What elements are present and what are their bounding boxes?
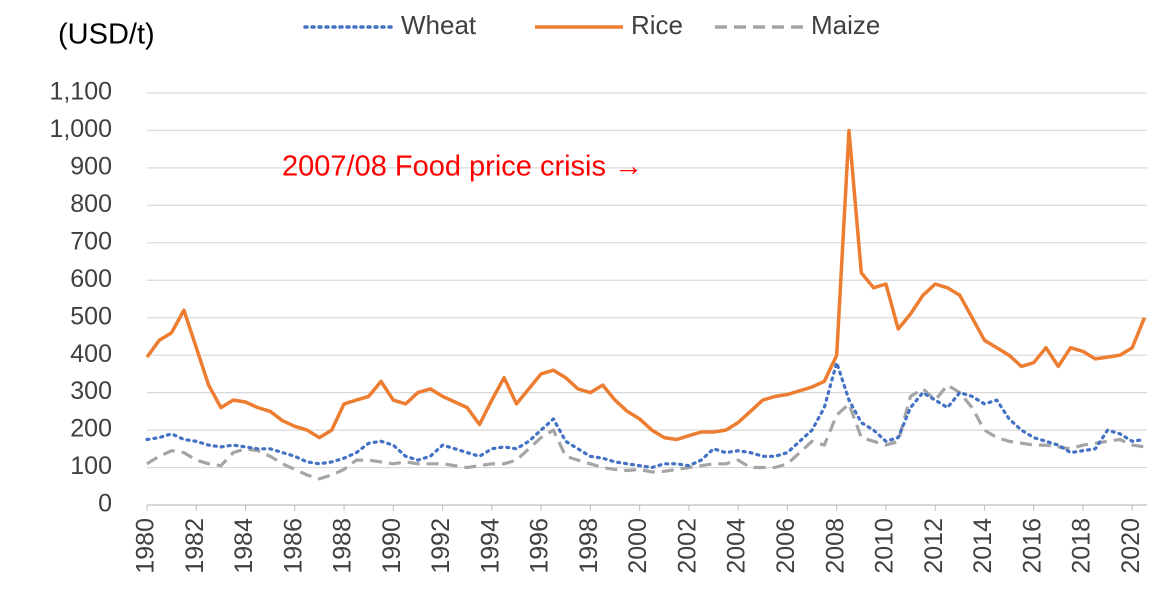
series-line bbox=[146, 383, 1145, 481]
x-tick-label: 2006 bbox=[772, 518, 800, 574]
legend-label: Wheat bbox=[401, 10, 477, 40]
x-tick-label: 2020 bbox=[1117, 518, 1145, 574]
x-tick-label: 2008 bbox=[821, 518, 849, 574]
series-line bbox=[145, 361, 1147, 470]
x-tick-label: 1986 bbox=[279, 518, 307, 574]
legend-label: Rice bbox=[631, 10, 683, 40]
y-tick-label: 400 bbox=[70, 340, 112, 368]
x-tick-label: 2000 bbox=[624, 518, 652, 574]
x-tick-label: 2012 bbox=[920, 518, 948, 574]
x-tick-label: 1990 bbox=[378, 518, 406, 574]
y-tick-label: 200 bbox=[70, 415, 112, 443]
x-tick-label: 1996 bbox=[526, 518, 554, 574]
y-tick-label: 800 bbox=[70, 190, 112, 218]
y-tick-label: 0 bbox=[98, 490, 112, 518]
x-tick-label: 2016 bbox=[1018, 518, 1046, 574]
y-tick-label: 1,100 bbox=[49, 78, 112, 106]
x-tick-label: 2002 bbox=[673, 518, 701, 574]
x-tick-label: 1994 bbox=[476, 518, 504, 574]
x-tick-label: 2004 bbox=[723, 518, 751, 574]
y-tick-label: 500 bbox=[70, 302, 112, 330]
y-tick-label: 600 bbox=[70, 265, 112, 293]
x-tick-label: 2018 bbox=[1068, 518, 1096, 574]
y-tick-label: 900 bbox=[70, 153, 112, 181]
legend-label: Maize bbox=[811, 10, 880, 40]
x-tick-label: 1988 bbox=[329, 518, 357, 574]
y-tick-label: 300 bbox=[70, 377, 112, 405]
annotation: 2007/08 Food price crisis → bbox=[282, 151, 643, 183]
y-tick-label: 100 bbox=[70, 452, 112, 480]
y-axis-label: (USD/t) bbox=[58, 19, 155, 51]
x-tick-label: 2010 bbox=[871, 518, 899, 574]
x-tick-label: 1984 bbox=[230, 518, 258, 574]
x-tick-label: 1992 bbox=[427, 518, 455, 574]
y-tick-label: 700 bbox=[70, 227, 112, 255]
x-tick-label: 1980 bbox=[132, 518, 160, 574]
y-tick-label: 1,000 bbox=[49, 115, 112, 143]
x-tick-label: 1998 bbox=[575, 518, 603, 574]
series-line bbox=[145, 128, 1147, 442]
x-tick-label: 1982 bbox=[181, 518, 209, 574]
x-tick-label: 2014 bbox=[969, 518, 997, 574]
